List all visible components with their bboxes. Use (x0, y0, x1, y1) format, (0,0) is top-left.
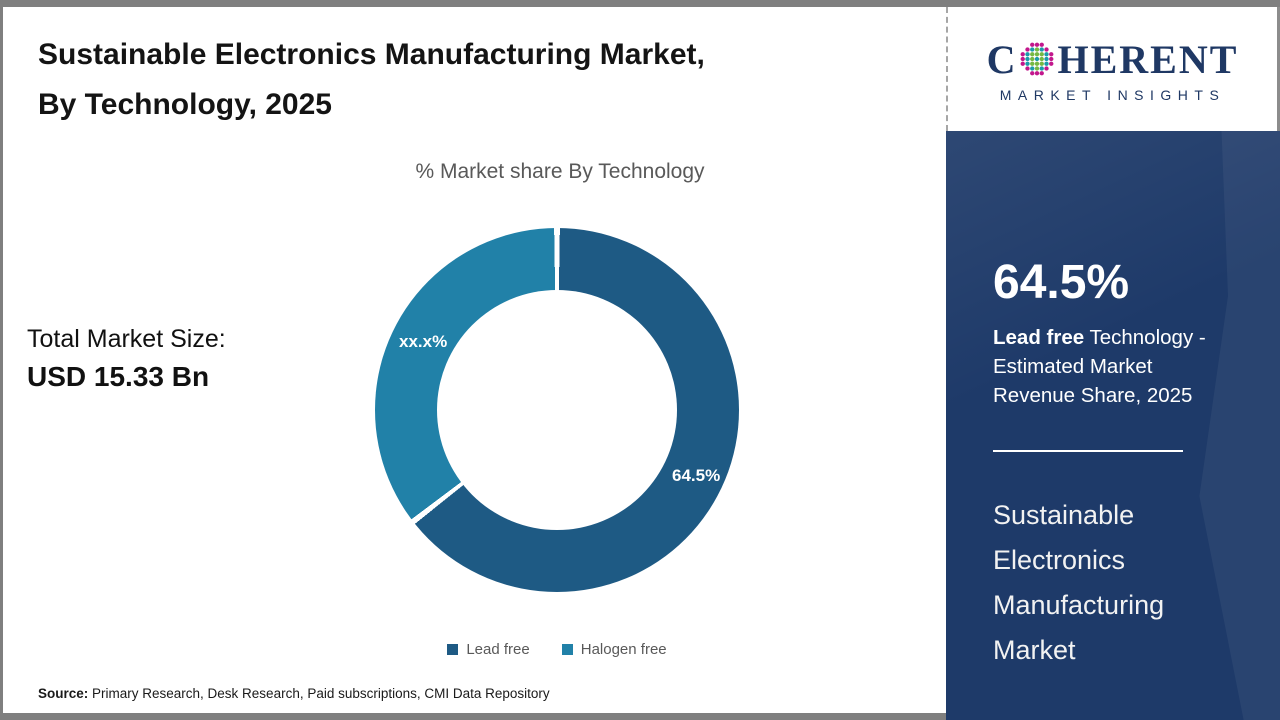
total-market-size-value: USD 15.33 Bn (27, 361, 210, 392)
stat-line-1: Lead free Technology - (993, 326, 1206, 349)
page-title-line1: Sustainable Electronics Manufacturing Ma… (38, 38, 705, 71)
legend-label: Lead free (466, 641, 530, 658)
source-attribution: Source: Primary Research, Desk Research,… (38, 686, 550, 701)
brand-logo-area: C HERENT MARKET INSIGHTS (946, 7, 1280, 131)
stat-line-2: Estimated Market (993, 355, 1153, 378)
source-prefix: Source: (38, 686, 89, 701)
slice-label-lead-free: 64.5% (672, 466, 721, 485)
page-title: Sustainable Electronics Manufacturing Ma… (38, 30, 705, 130)
donut-chart: 64.5% xx.x% (375, 228, 739, 592)
sidebar-divider (993, 450, 1183, 452)
market-name-line: Electronics (993, 545, 1126, 575)
legend-item-halogen-free: Halogen free (561, 641, 667, 658)
frame-left-bar (0, 7, 3, 720)
sidebar-stat-value: 64.5% (993, 256, 1130, 309)
chart-subtitle: % Market share By Technology (415, 160, 705, 183)
map-texture (1199, 131, 1280, 720)
slice-label-halogen-free: xx.x% (399, 332, 448, 351)
logo-text-left: C (986, 36, 1018, 82)
legend-item-lead-free: Lead free (447, 641, 530, 658)
source-text: Primary Research, Desk Research, Paid su… (88, 686, 550, 701)
sidebar-market-name: Sustainable Electronics Manufacturing Ma… (993, 493, 1164, 673)
logo-text-right: HERENT (1057, 36, 1239, 82)
total-market-size-block: Total Market Size: USD 15.33 Bn (27, 325, 226, 393)
donut-hole (437, 290, 677, 530)
market-name-line: Sustainable (993, 500, 1135, 530)
sidebar-stat-description: Lead free Technology - Estimated Market … (993, 323, 1206, 410)
total-market-size-label: Total Market Size: (27, 325, 226, 353)
sidebar-panel: 64.5% Lead free Technology - Estimated M… (946, 131, 1280, 720)
legend-label: Halogen free (580, 641, 667, 658)
chart-legend: Lead free Halogen free (375, 641, 739, 658)
logo-tagline: MARKET INSIGHTS (999, 86, 1226, 103)
market-name-line: Manufacturing (993, 590, 1165, 620)
frame-top-bar (0, 0, 1280, 7)
page-title-line2: By Technology, 2025 (38, 88, 332, 121)
frame-bottom-bar (0, 713, 948, 720)
brand-logo: C HERENT (987, 36, 1239, 83)
globe-dots-icon (1021, 42, 1054, 76)
legend-swatch (447, 644, 459, 655)
market-name-line: Market (993, 635, 1076, 665)
stat-line-3: Revenue Share, 2025 (993, 384, 1193, 407)
legend-swatch (561, 644, 573, 655)
